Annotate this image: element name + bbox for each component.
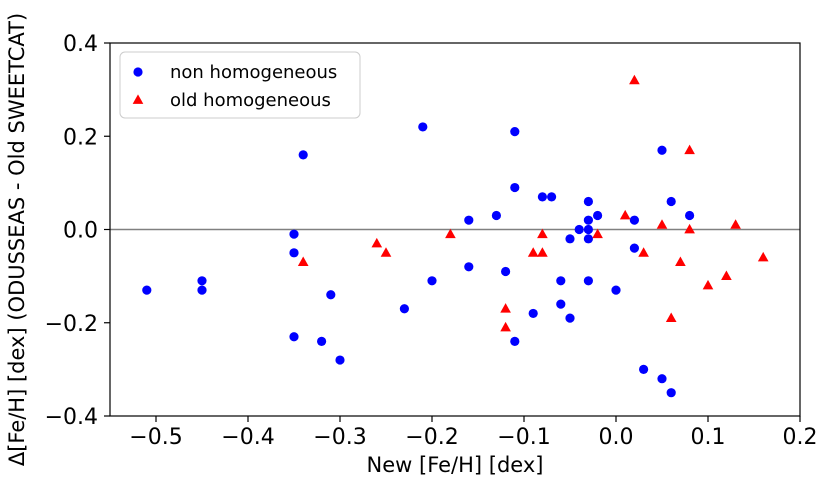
- data-point-circle: [298, 150, 308, 160]
- data-point-triangle: [500, 321, 511, 332]
- x-tick-label: 0.1: [691, 425, 726, 450]
- data-point-circle: [197, 285, 207, 295]
- x-tick-label: −0.3: [313, 425, 366, 450]
- x-tick-label: 0.0: [599, 425, 634, 450]
- data-point-circle: [528, 308, 538, 319]
- y-tick-label: 0.4: [63, 32, 98, 57]
- data-point-circle: [510, 336, 520, 346]
- x-axis-label: New [Fe/H] [dex]: [367, 453, 544, 477]
- data-point-triangle: [656, 219, 668, 229]
- data-point-circle: [556, 276, 566, 286]
- legend-label: non homogeneous: [170, 62, 337, 83]
- data-point-triangle: [537, 247, 548, 257]
- legend-label: old homogeneous: [170, 90, 331, 111]
- data-point-circle: [583, 276, 594, 286]
- data-point-circle: [547, 192, 557, 202]
- data-point-circle: [657, 374, 667, 384]
- data-points-layer: [142, 74, 769, 398]
- x-tick-label: −0.5: [129, 425, 182, 450]
- data-point-circle: [629, 243, 640, 253]
- data-point-circle: [639, 364, 649, 374]
- data-point-circle: [583, 215, 594, 225]
- data-point-circle: [427, 276, 437, 286]
- data-point-triangle: [445, 228, 456, 239]
- data-point-circle: [556, 299, 566, 309]
- data-point-triangle: [629, 74, 640, 85]
- data-point-triangle: [638, 247, 649, 257]
- y-tick-label: 0.0: [63, 219, 98, 244]
- data-point-circle: [464, 215, 474, 225]
- data-point-triangle: [527, 247, 539, 257]
- data-point-triangle: [537, 228, 548, 239]
- data-point-triangle: [684, 223, 695, 234]
- data-point-triangle: [730, 219, 741, 229]
- data-point-circle: [611, 285, 621, 295]
- data-point-circle: [666, 388, 676, 398]
- legend-box: [119, 51, 361, 119]
- x-tick-label: −0.4: [221, 425, 274, 450]
- data-point-circle: [142, 285, 152, 295]
- data-point-circle: [335, 355, 345, 365]
- data-point-triangle: [675, 256, 686, 267]
- y-tick-label: −0.4: [45, 405, 98, 430]
- data-point-circle: [537, 192, 548, 202]
- data-point-triangle: [500, 303, 511, 313]
- data-point-triangle: [592, 228, 603, 239]
- data-point-circle: [657, 145, 667, 155]
- y-tick-label: 0.2: [63, 125, 98, 150]
- data-point-circle: [510, 126, 520, 137]
- data-point-triangle: [702, 279, 714, 290]
- data-point-triangle: [297, 256, 309, 267]
- legend-marker-circle: [133, 67, 143, 77]
- data-point-circle: [317, 336, 327, 346]
- data-point-triangle: [380, 247, 392, 257]
- data-point-circle: [289, 332, 299, 342]
- data-point-circle: [510, 182, 520, 193]
- legend-marker-triangle: [132, 94, 144, 104]
- data-point-circle: [583, 224, 594, 235]
- data-point-circle: [464, 262, 474, 272]
- data-point-triangle: [684, 144, 695, 155]
- data-point-circle: [289, 248, 299, 258]
- data-point-circle: [565, 313, 575, 323]
- legend: non homogeneous old homogeneous: [119, 51, 361, 119]
- data-point-triangle: [757, 251, 769, 262]
- data-point-circle: [289, 229, 299, 239]
- data-point-triangle: [721, 270, 732, 281]
- data-point-circle: [583, 196, 594, 207]
- data-point-circle: [629, 215, 640, 225]
- data-point-circle: [583, 234, 594, 244]
- data-point-circle: [501, 266, 511, 277]
- data-point-triangle: [371, 237, 383, 248]
- data-point-circle: [593, 210, 603, 221]
- y-tick-label: −0.2: [45, 312, 98, 337]
- data-point-circle: [574, 224, 584, 235]
- data-point-circle: [565, 234, 575, 244]
- x-tick-label: −0.1: [497, 425, 550, 450]
- data-point-circle: [326, 290, 336, 300]
- ticks-layer: −0.5 −0.4 −0.3 −0.2 −0.1 0.0 0.1 0.2 −0.4 −0.2 0.0…: [45, 32, 818, 450]
- data-point-circle: [491, 210, 501, 221]
- data-point-circle: [197, 276, 207, 286]
- x-tick-label: −0.2: [405, 425, 458, 450]
- y-axis-label: Δ[Fe/H] [dex] (ODUSSEAS - Old SWEETCAT): [5, 13, 29, 466]
- data-point-circle: [666, 196, 676, 207]
- data-point-circle: [418, 122, 428, 132]
- data-point-circle: [685, 210, 695, 221]
- data-point-triangle: [665, 312, 677, 323]
- data-point-triangle: [619, 209, 631, 220]
- data-point-circle: [399, 304, 409, 314]
- x-tick-label: 0.2: [783, 425, 818, 450]
